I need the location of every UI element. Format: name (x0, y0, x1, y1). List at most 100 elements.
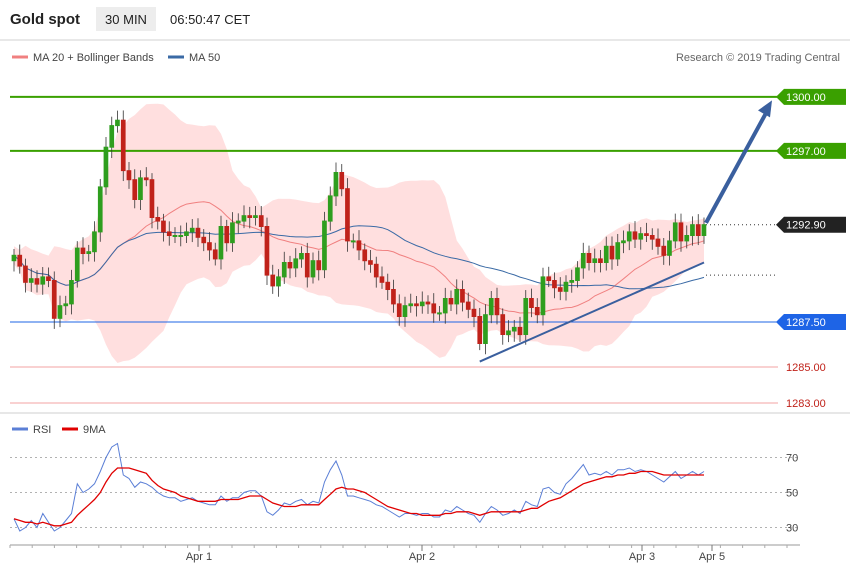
candle-body (17, 254, 23, 267)
rsi-tick-50: 50 (786, 488, 798, 500)
price-label-1287.50: 1287.50 (786, 317, 826, 329)
ma50-legend: MA 50 (189, 52, 220, 64)
candle-body (34, 278, 40, 285)
candle-body (511, 326, 517, 332)
candle-body (661, 245, 667, 256)
candle-body (241, 215, 247, 222)
time-tick-label: Apr 1 (186, 551, 212, 563)
candle-body (356, 240, 362, 251)
candle-body (391, 289, 396, 305)
price-labels: 1300.00 1297.00 1292.90 1287.50 1285.00 1283.… (776, 88, 846, 410)
candle-body (74, 247, 80, 282)
candle-body (207, 242, 212, 251)
candle-body (626, 231, 632, 242)
price-label-1283.00: 1283.00 (786, 398, 826, 410)
candle-body (649, 235, 655, 240)
candle-body (155, 217, 161, 222)
candle-body (23, 265, 28, 283)
timeframe-label[interactable]: 30 MIN (105, 12, 147, 27)
candle-body (120, 119, 126, 172)
candle-body (431, 303, 437, 314)
candle-body (63, 303, 69, 307)
price-label-1297.00: 1297.00 (786, 146, 826, 158)
candle-body (138, 177, 143, 200)
candle-body (304, 253, 310, 278)
candle-body (379, 276, 385, 283)
trend-lines (479, 100, 772, 363)
candle-body (483, 314, 488, 345)
candle-body (126, 170, 132, 181)
candle-body (546, 276, 552, 281)
candle-body (408, 303, 414, 307)
candle-body (166, 231, 172, 236)
timestamp: 06:50:47 CET (170, 12, 250, 27)
price-label-1292.90: 1292.90 (786, 220, 826, 232)
candle-body (362, 249, 368, 262)
ma20-legend: MA 20 + Bollinger Bands (33, 52, 154, 64)
candle-body (655, 238, 661, 247)
candle-body (247, 215, 253, 218)
candle-body (373, 263, 379, 278)
candle-body (506, 330, 511, 336)
candle-body (161, 220, 166, 233)
candle-body (172, 235, 178, 237)
candle-body (552, 280, 557, 289)
candle-body (276, 276, 281, 287)
candle-body (523, 298, 529, 335)
candle-body (460, 289, 465, 303)
candle-body (471, 308, 477, 317)
price-label-1300.00: 1300.00 (786, 92, 826, 104)
rsi-line (13, 442, 705, 532)
candle-body (103, 146, 109, 188)
candle-body (132, 179, 138, 200)
candle-body (586, 253, 592, 263)
candle-body (115, 119, 120, 127)
candle-body (500, 314, 506, 336)
candle-body (109, 125, 115, 148)
price-tag-1300.00 (776, 88, 846, 105)
candle-body (57, 305, 63, 319)
candle-body (396, 303, 402, 317)
candle-body (684, 235, 690, 242)
time-tick-label: Apr 3 (629, 551, 655, 563)
candle-body (327, 195, 333, 222)
candle-body (534, 307, 540, 316)
candle-body (575, 267, 580, 281)
candle-body (339, 172, 345, 190)
projection-arrow-shaft (704, 108, 770, 224)
price-tag-1287.50 (776, 313, 846, 330)
candle-body (350, 240, 356, 243)
candle-body (454, 289, 460, 305)
candle-body (11, 254, 17, 262)
projection-arrow-head (758, 100, 772, 118)
timeframe-box[interactable] (96, 7, 156, 31)
candle-body (51, 280, 57, 319)
candle-body (184, 231, 189, 236)
candle-body (615, 242, 621, 260)
candle-body (672, 222, 678, 242)
candle-body (419, 301, 425, 307)
price-tag-1292.90 (776, 216, 846, 233)
candle-body (235, 220, 241, 224)
candle-body (212, 249, 218, 260)
candle-body (644, 233, 649, 236)
candle-body (638, 233, 644, 240)
candle-body (603, 245, 609, 264)
candle-body (92, 231, 97, 253)
candle-body (678, 222, 684, 242)
candle-body (345, 188, 350, 242)
candle-body (333, 172, 339, 197)
candle-body (310, 260, 316, 278)
candle-body (690, 224, 695, 236)
ma50-line (13, 225, 705, 290)
candle-body (293, 258, 299, 269)
candle-body (178, 235, 184, 237)
instrument-title: Gold spot (10, 11, 80, 28)
candle-body (621, 240, 626, 244)
candle-body (86, 251, 92, 254)
candle-body (494, 298, 500, 316)
time-tick-label: Apr 2 (409, 551, 435, 563)
candle-body (28, 278, 34, 283)
candle-body (253, 215, 258, 218)
credit-text: Research © 2019 Trading Central (676, 52, 840, 64)
